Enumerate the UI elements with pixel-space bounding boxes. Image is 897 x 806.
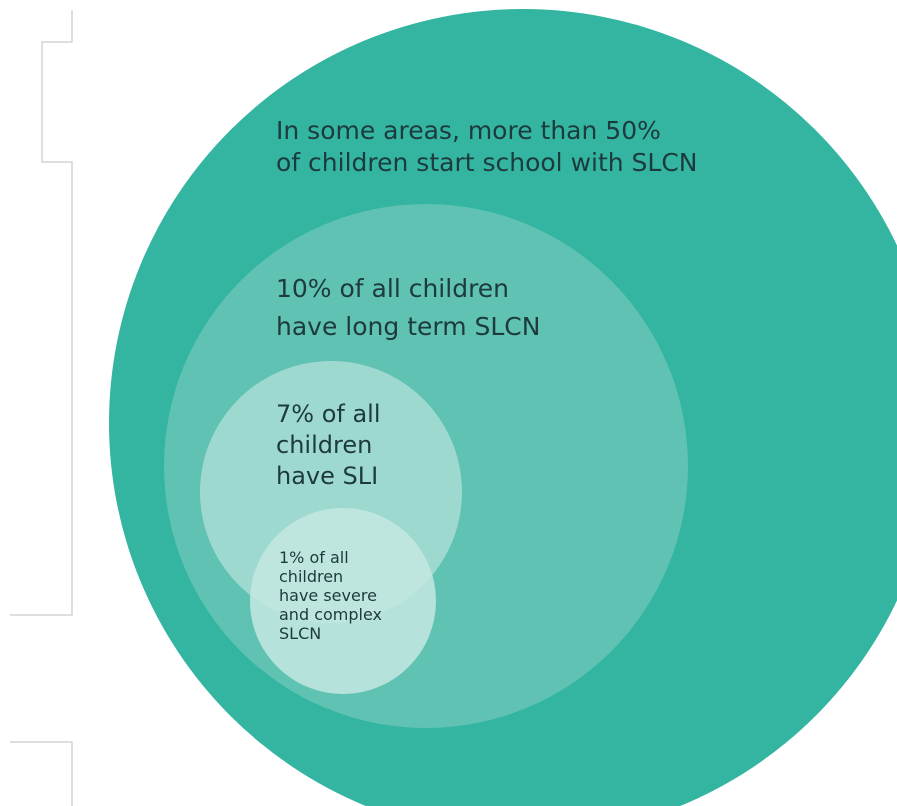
- bracket-bottom: [10, 741, 73, 806]
- sli-label-line-1: 7% of all: [276, 400, 381, 428]
- outer-label-line-2: of children start school with SLCN: [276, 148, 698, 177]
- severe-label-line-3: have severe: [279, 586, 377, 605]
- long-term-circle-label: 10% of all children have long term SLCN: [276, 274, 540, 341]
- severe-circle: [250, 508, 436, 694]
- sli-label-line-3: have SLI: [276, 462, 378, 490]
- long-term-label-line-2: have long term SLCN: [276, 312, 540, 341]
- outer-circle-label: In some areas, more than 50% of children…: [276, 116, 698, 177]
- severe-label-line-1: 1% of all: [279, 548, 349, 567]
- severe-label-line-5: SLCN: [279, 624, 321, 643]
- severe-circle-label: 1% of all children have severe and compl…: [279, 548, 387, 643]
- bracket-top: [10, 10, 73, 616]
- long-term-label-line-1: 10% of all children: [276, 274, 509, 303]
- left-bracket-lines: [10, 10, 73, 806]
- severe-label-line-4: and complex: [279, 605, 382, 624]
- sli-label-line-2: children: [276, 431, 372, 459]
- sli-circle-label: 7% of all children have SLI: [276, 400, 388, 490]
- outer-label-line-1: In some areas, more than 50%: [276, 116, 661, 145]
- severe-label-line-2: children: [279, 567, 343, 586]
